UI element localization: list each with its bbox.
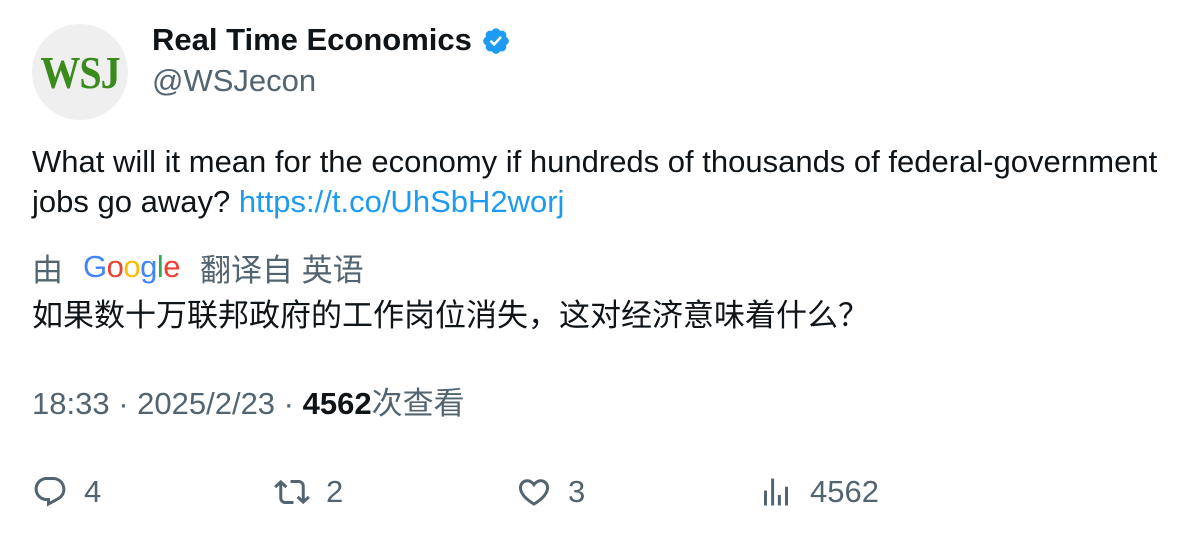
tweet-body: What will it mean for the economy if hun… (32, 144, 1158, 219)
translation-suffix: 翻译自 英语 (200, 252, 364, 288)
action-bar: 4 2 3 4562 (32, 470, 1172, 514)
reply-button[interactable]: 4 (32, 470, 101, 514)
author-handle[interactable]: @WSJecon (152, 63, 317, 98)
meta-separator: · (109, 386, 138, 421)
avatar-logo-text: WSJ (40, 46, 120, 98)
tweet-meta: 18:33 · 2025/2/23 · 4562次查看 (32, 384, 465, 424)
display-name-text: Real Time Economics (152, 22, 472, 57)
verified-badge-icon (483, 28, 509, 54)
views-count-action: 4562 (810, 474, 879, 509)
tweet-text: What will it mean for the economy if hun… (32, 142, 1162, 222)
meta-separator: · (275, 386, 303, 421)
google-logo: Google (83, 249, 181, 284)
retweet-count: 2 (326, 474, 344, 509)
reply-icon (34, 477, 66, 507)
like-count: 3 (568, 474, 586, 509)
retweet-icon (274, 479, 310, 505)
translation-prefix: 由 (32, 252, 63, 288)
tweet-time[interactable]: 18:33 (32, 386, 110, 421)
translation-attribution: 由 Google 翻译自 英语 (32, 247, 364, 288)
retweet-button[interactable]: 2 (274, 470, 343, 514)
views-label: 次查看 (371, 386, 465, 421)
views-button[interactable]: 4562 (758, 470, 879, 514)
tweet-link[interactable]: https://t.co/UhSbH2worj (238, 184, 565, 219)
translated-text: 如果数十万联邦政府的工作岗位消失，这对经济意味着什么？ (32, 298, 869, 333)
reply-count: 4 (84, 474, 102, 509)
heart-icon (518, 479, 550, 506)
views-bar-chart-icon (764, 478, 788, 506)
like-button[interactable]: 3 (516, 470, 585, 514)
avatar[interactable]: WSJ (32, 24, 128, 120)
views-count: 4562 (302, 386, 372, 421)
tweet-date[interactable]: 2025/2/23 (137, 386, 276, 421)
author-display-name[interactable]: Real Time Economics (152, 22, 511, 58)
